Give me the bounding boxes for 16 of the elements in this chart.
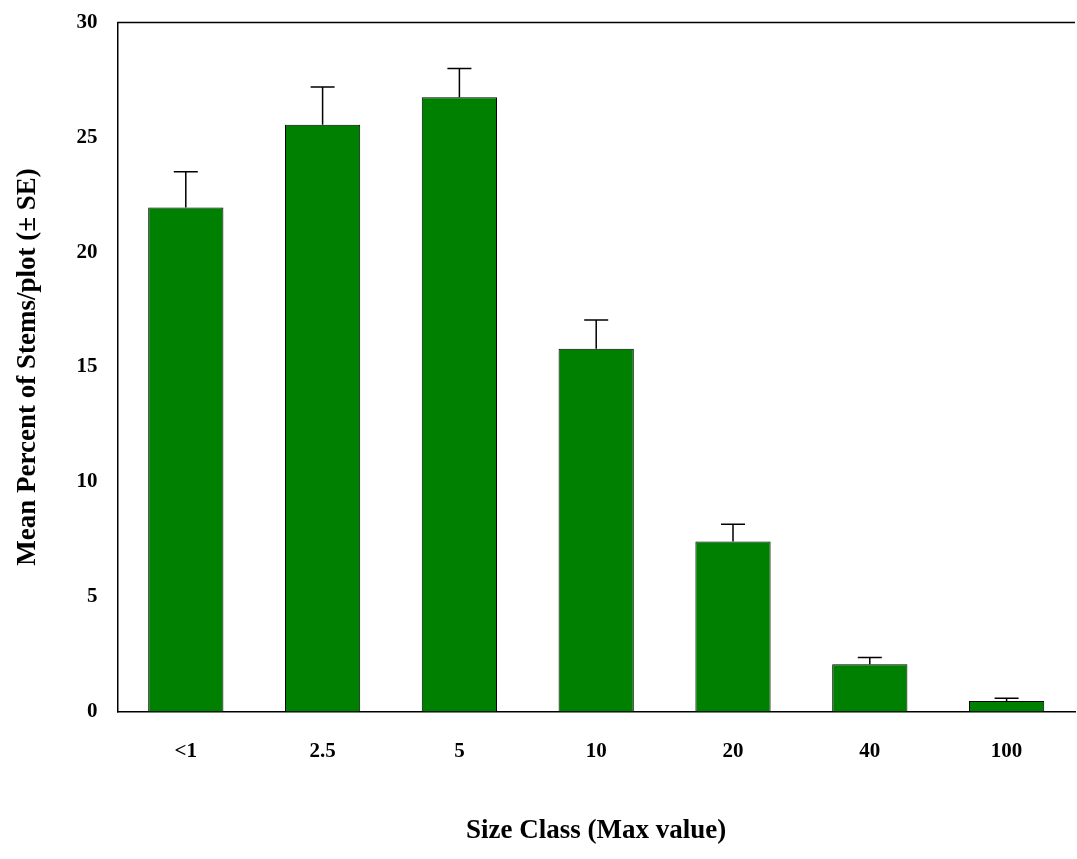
y-tick-label: 30 (76, 9, 98, 34)
x-tick-label: 20 (722, 738, 744, 763)
y-tick-label: 10 (76, 468, 98, 493)
x-tick-label: 5 (454, 738, 465, 763)
y-tick-label: 15 (76, 353, 98, 378)
y-tick-label: 25 (76, 123, 98, 148)
x-tick-label: 10 (585, 738, 607, 763)
x-tick-label: <1 (174, 738, 198, 763)
y-axis-title: Mean Percent of Stems/plot (± SE) (11, 168, 42, 566)
x-tick-label: 40 (859, 738, 881, 763)
x-axis-title: Size Class (Max value) (466, 813, 727, 844)
x-tick-label: 2.5 (309, 738, 336, 763)
x-tick-label: 100 (990, 738, 1023, 763)
y-tick-label: 0 (86, 697, 98, 722)
y-tick-label: 20 (76, 238, 98, 263)
y-tick-label: 5 (86, 583, 98, 608)
